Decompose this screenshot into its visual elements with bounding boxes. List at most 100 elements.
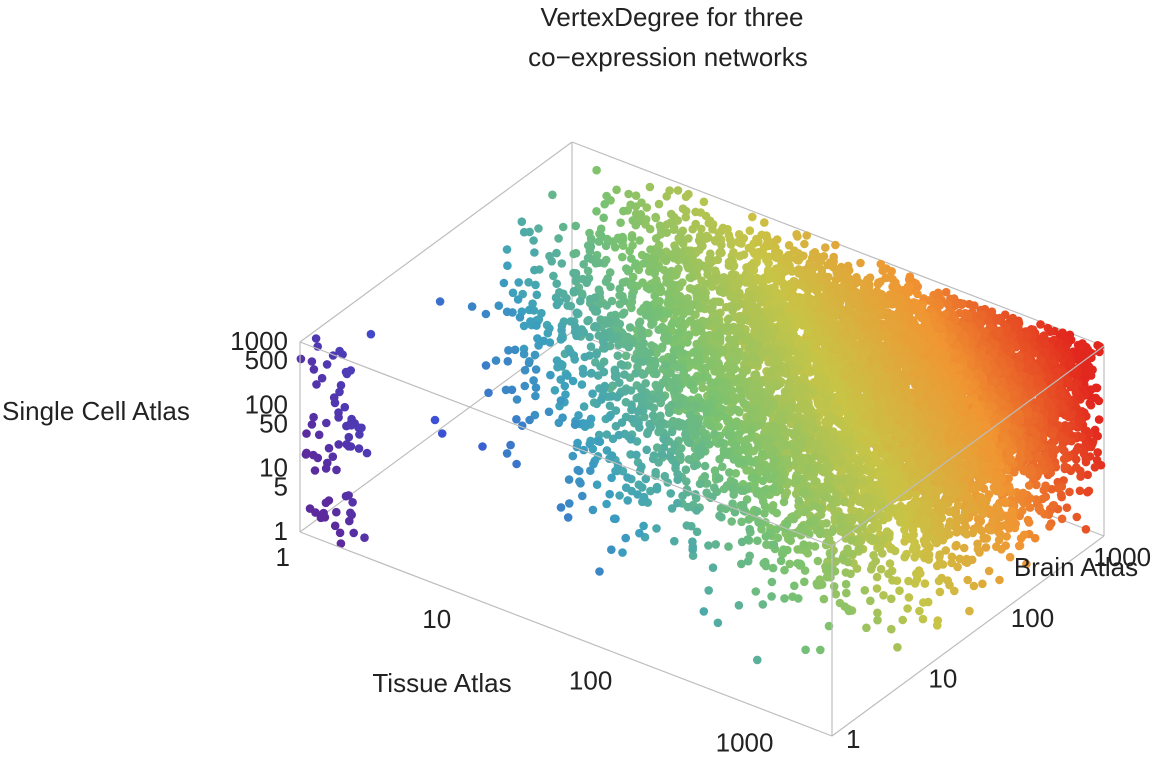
data-point bbox=[675, 291, 685, 301]
data-point bbox=[857, 333, 866, 342]
data-point bbox=[754, 237, 763, 247]
data-point bbox=[654, 325, 663, 335]
data-point bbox=[831, 343, 841, 353]
data-point bbox=[724, 314, 734, 323]
data-point bbox=[1071, 455, 1081, 464]
data-point bbox=[757, 275, 766, 284]
data-point bbox=[676, 298, 685, 308]
data-point bbox=[1084, 486, 1094, 496]
data-point bbox=[530, 265, 539, 275]
data-point bbox=[715, 333, 725, 343]
data-point bbox=[508, 288, 518, 298]
data-point bbox=[696, 326, 706, 336]
data-point bbox=[714, 359, 723, 369]
data-point bbox=[663, 331, 672, 341]
data-point bbox=[613, 351, 623, 361]
data-point bbox=[948, 332, 957, 341]
data-point bbox=[494, 301, 504, 311]
data-point bbox=[360, 533, 369, 542]
data-point bbox=[813, 324, 822, 334]
data-point bbox=[296, 354, 306, 364]
data-point bbox=[775, 309, 785, 318]
data-point bbox=[803, 306, 813, 315]
data-point bbox=[310, 466, 320, 475]
data-point bbox=[935, 300, 944, 310]
data-point bbox=[763, 292, 772, 302]
data-point bbox=[1062, 503, 1072, 512]
data-point bbox=[959, 330, 968, 340]
data-point bbox=[599, 338, 608, 347]
data-point bbox=[674, 328, 684, 337]
data-point bbox=[309, 450, 318, 460]
data-point bbox=[334, 413, 343, 422]
data-point bbox=[728, 355, 738, 365]
data-point bbox=[430, 415, 440, 425]
data-point bbox=[612, 185, 621, 195]
data-point bbox=[852, 273, 861, 282]
data-point bbox=[740, 353, 750, 362]
data-point bbox=[583, 253, 593, 263]
data-point bbox=[557, 259, 567, 268]
data-point bbox=[938, 354, 947, 364]
data-point bbox=[764, 267, 774, 277]
data-point bbox=[905, 272, 915, 282]
data-point bbox=[701, 211, 711, 221]
data-point bbox=[546, 370, 555, 380]
data-point bbox=[843, 272, 852, 282]
data-point bbox=[520, 381, 530, 391]
data-point bbox=[733, 277, 743, 287]
data-point bbox=[905, 282, 914, 292]
data-point bbox=[605, 318, 614, 327]
data-point bbox=[925, 324, 934, 334]
data-point bbox=[746, 261, 756, 270]
data-point bbox=[302, 429, 311, 438]
data-point bbox=[602, 191, 611, 201]
data-point bbox=[314, 430, 324, 440]
data-point bbox=[654, 307, 663, 316]
data-point bbox=[737, 316, 747, 326]
data-point bbox=[1077, 433, 1087, 442]
data-point bbox=[621, 351, 631, 361]
data-point bbox=[718, 347, 727, 357]
data-point bbox=[519, 321, 529, 331]
data-point bbox=[499, 278, 509, 288]
data-point bbox=[773, 264, 783, 273]
data-point bbox=[332, 507, 341, 517]
data-point bbox=[655, 297, 665, 306]
data-point bbox=[618, 361, 628, 370]
data-point bbox=[584, 315, 593, 325]
data-point bbox=[755, 329, 765, 339]
data-point bbox=[870, 296, 879, 305]
data-point bbox=[874, 278, 883, 287]
data-point bbox=[525, 415, 534, 425]
data-point bbox=[670, 223, 679, 233]
data-point bbox=[684, 234, 693, 243]
data-point bbox=[831, 240, 840, 250]
data-point bbox=[1030, 349, 1039, 358]
data-point bbox=[662, 278, 671, 287]
data-point bbox=[600, 199, 609, 209]
data-point bbox=[618, 252, 627, 262]
data-point bbox=[583, 266, 593, 276]
data-point bbox=[517, 217, 527, 226]
data-point bbox=[501, 385, 511, 395]
data-point bbox=[993, 329, 1003, 339]
data-point bbox=[650, 269, 659, 278]
data-point bbox=[803, 327, 813, 337]
data-point bbox=[727, 270, 737, 279]
data-point bbox=[609, 333, 618, 342]
data-point bbox=[845, 332, 855, 341]
data-point bbox=[951, 349, 960, 359]
data-point bbox=[787, 266, 797, 275]
data-point bbox=[558, 360, 567, 370]
data-point bbox=[675, 345, 685, 355]
data-point bbox=[802, 231, 811, 240]
data-point bbox=[878, 266, 887, 276]
data-point bbox=[713, 309, 723, 319]
data-point bbox=[329, 393, 339, 402]
data-point bbox=[782, 284, 792, 294]
data-point bbox=[887, 267, 896, 276]
data-point bbox=[943, 300, 953, 309]
data-point bbox=[619, 206, 628, 216]
